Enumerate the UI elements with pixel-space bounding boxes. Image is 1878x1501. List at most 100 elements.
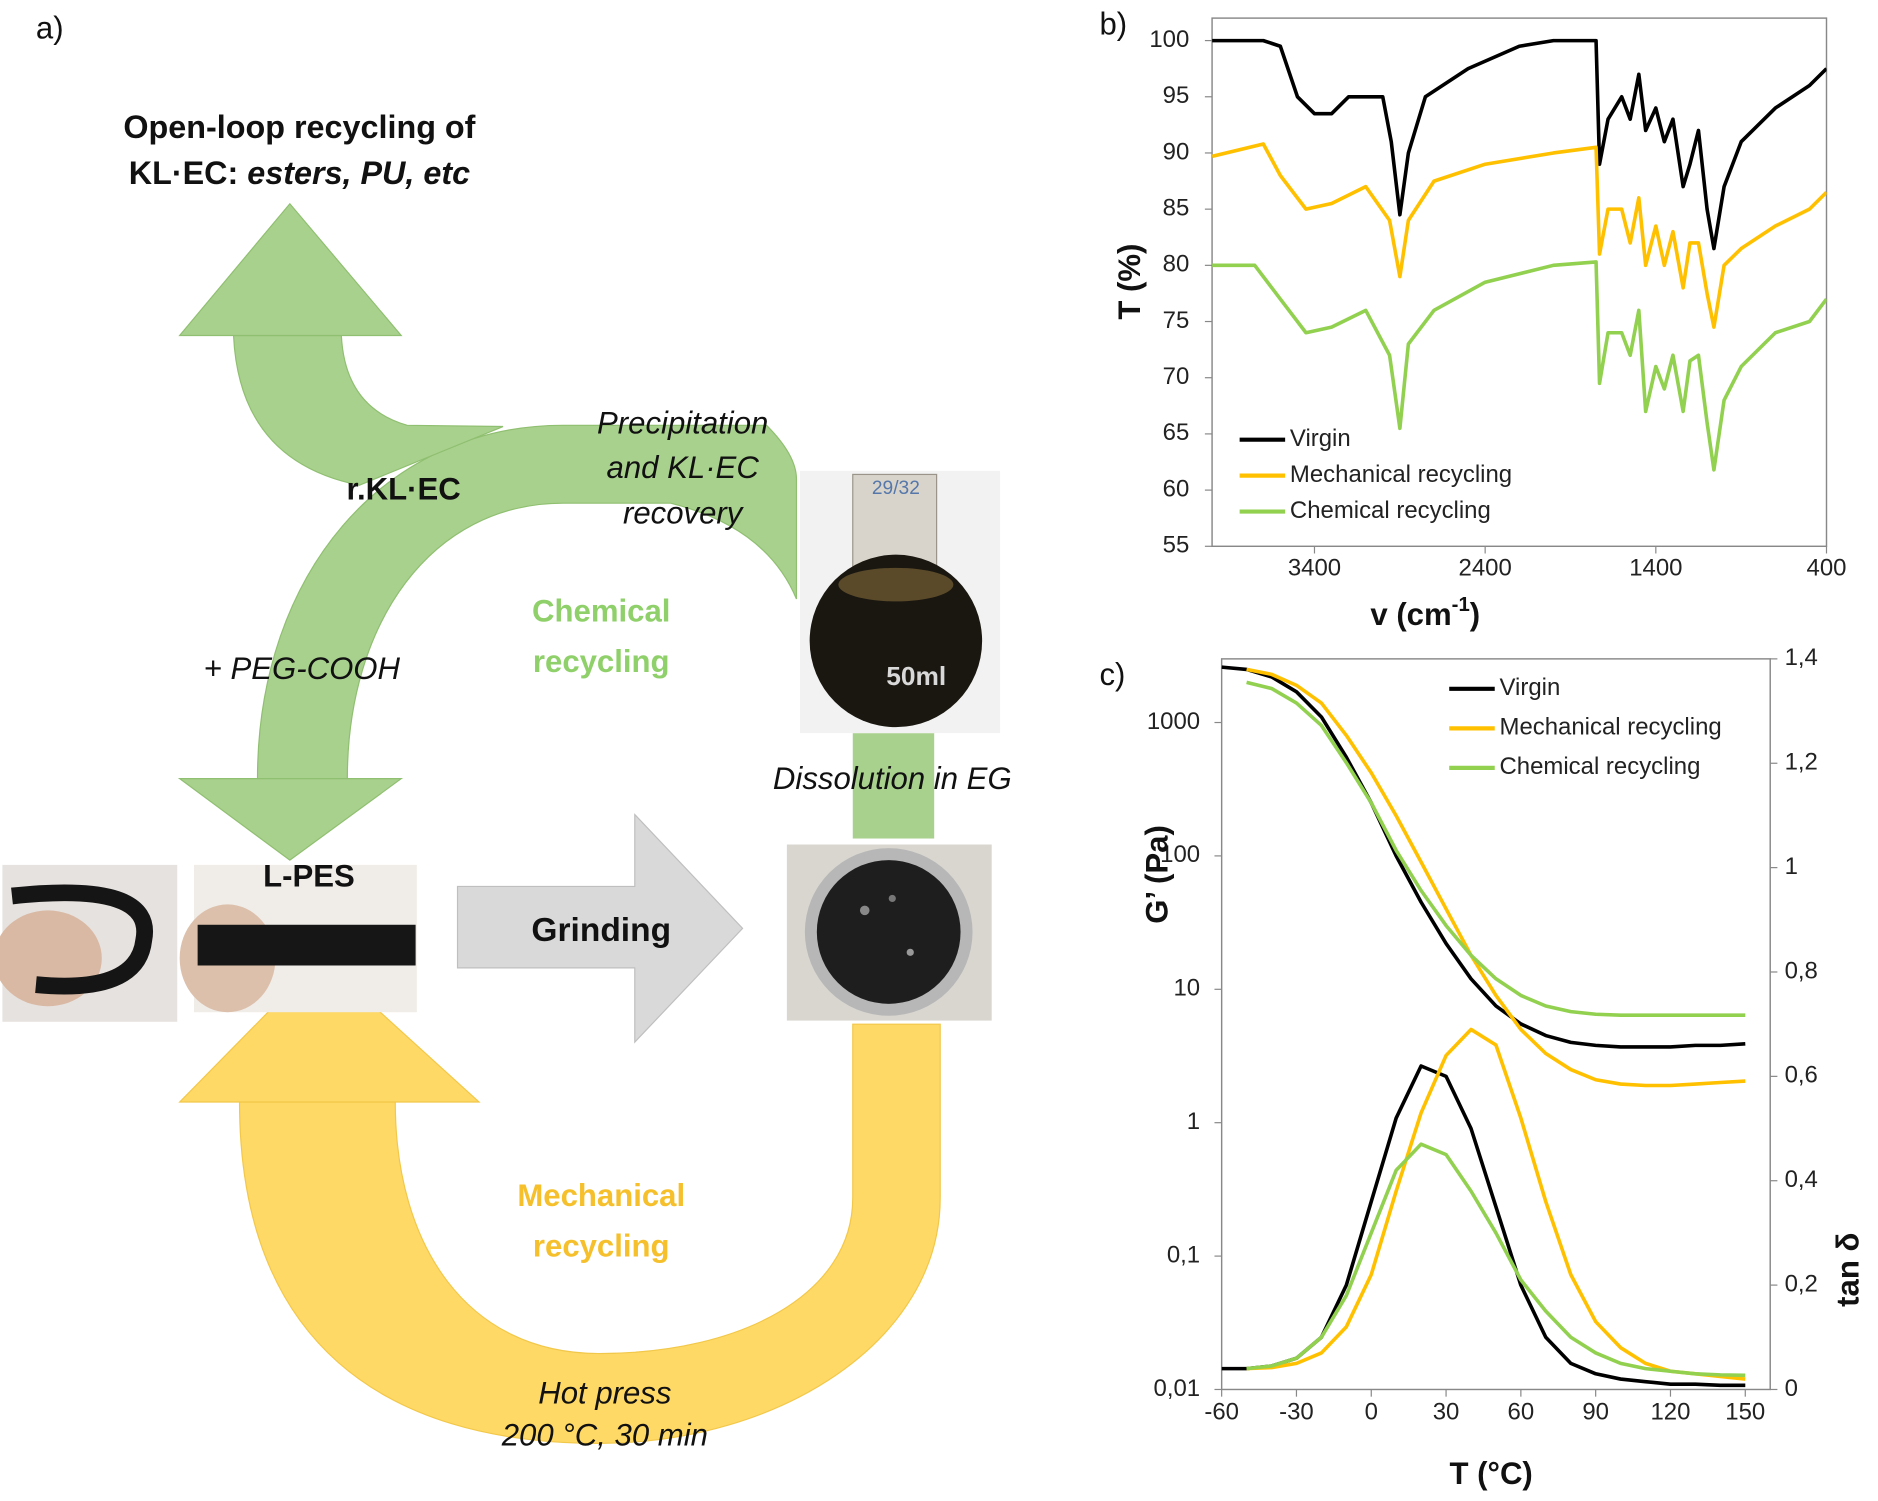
label: Precipitation — [597, 406, 768, 441]
yellow-arrowhead — [178, 957, 481, 1103]
y2-tick-label: 1 — [1785, 853, 1798, 880]
y-tick-label: 80 — [1163, 251, 1190, 278]
y-tick-label: 85 — [1163, 194, 1190, 221]
x-tick-label: 30 — [1433, 1399, 1460, 1426]
x-tick-label: 0 — [1365, 1399, 1378, 1426]
label: Chemical — [532, 594, 670, 629]
y2-tick-label: 0,8 — [1785, 957, 1818, 984]
x-tick-label: 90 — [1582, 1399, 1609, 1426]
x-tick-label: 150 — [1725, 1399, 1765, 1426]
label: recycling — [533, 1228, 670, 1263]
green-arrow — [256, 424, 798, 780]
y-tick-label: 1 — [1187, 1108, 1200, 1135]
legend-label: Virgin — [1290, 425, 1351, 452]
grey-arrow — [456, 813, 744, 1044]
series-line — [1212, 142, 1827, 329]
x-tick-label: 2400 — [1459, 554, 1512, 581]
title-line: KL·EC: esters, PU, etc — [129, 155, 470, 191]
label: and KL·EC — [607, 450, 760, 485]
y2-axis-title: tan δ — [1831, 1233, 1866, 1307]
y-tick-label: 65 — [1163, 419, 1190, 446]
plot-lines — [1212, 38, 1827, 472]
title-part: KL·EC: — [129, 155, 248, 191]
label: r.KL·EC — [347, 471, 461, 506]
title-line: Open-loop recycling of — [123, 109, 475, 145]
y-tick-label: 60 — [1163, 475, 1190, 502]
series-line — [1221, 665, 1746, 1049]
chart: b) 3400 2400 1400 400 55 60 65 70 75 80 85 90 95 100 v … — [1099, 7, 1846, 632]
series-line — [1212, 260, 1827, 472]
x-tick-label: -60 — [1204, 1399, 1239, 1426]
label: Hot press — [538, 1376, 671, 1411]
y-tick-label: 70 — [1163, 363, 1190, 390]
diagram: 29/32 50ml a) Open-loop recycling of KL·… — [0, 10, 1012, 1453]
x-axis-title-part: -1 — [1452, 594, 1470, 616]
y2-tick-label: 0,4 — [1785, 1166, 1818, 1193]
series-line — [1246, 667, 1746, 1088]
legend-label: Chemical recycling — [1290, 497, 1491, 524]
x-axis-title-part: ) — [1470, 597, 1480, 632]
plot-frame — [1211, 17, 1828, 548]
green-arrowhead-down — [177, 778, 404, 861]
series-line — [1246, 1142, 1746, 1378]
green-link — [852, 733, 935, 839]
panel-label: c) — [1099, 657, 1125, 692]
y-tick-label: 95 — [1163, 82, 1190, 109]
label: Grinding — [531, 912, 671, 949]
series-line — [1221, 1064, 1746, 1388]
plot-frame — [1220, 658, 1771, 1391]
y-tick-label: 1000 — [1147, 708, 1200, 735]
x-tick-label: 1400 — [1629, 554, 1682, 581]
y-tick-label: 55 — [1163, 532, 1190, 559]
title-part: esters, PU, etc — [247, 155, 470, 191]
panel-label: a) — [36, 10, 64, 45]
label: Dissolution in EG — [773, 761, 1012, 796]
label: 200 °C, 30 min — [501, 1418, 708, 1453]
plot-lines — [1221, 665, 1746, 1388]
label: L-PES — [263, 858, 355, 893]
photo-bent-sample — [0, 864, 178, 1022]
y-axis-title: G’ (Pa) — [1140, 825, 1175, 924]
y-tick-label: 100 — [1160, 841, 1200, 868]
x-tick-label: 3400 — [1288, 554, 1341, 581]
label: Mechanical — [517, 1178, 685, 1213]
green-arrowhead-up — [178, 202, 403, 337]
x-axis-title: v (cm-1) — [1370, 594, 1480, 632]
flask-label: 29/32 — [872, 478, 920, 499]
y-tick-label: 10 — [1173, 975, 1200, 1002]
y-tick-label: 0,1 — [1167, 1241, 1200, 1268]
y2-tick-label: 0 — [1785, 1375, 1798, 1402]
y2-tick-label: 0,6 — [1785, 1062, 1818, 1089]
x-axis-title-part: v (cm — [1370, 597, 1451, 632]
x-tick-label: 120 — [1650, 1399, 1690, 1426]
photo-ground-sample — [786, 844, 992, 1021]
label: + PEG-COOH — [204, 651, 401, 686]
photo-flask: 29/32 50ml — [800, 470, 1001, 734]
legend-label: Chemical recycling — [1500, 753, 1701, 780]
x-axis-title: T (°C) — [1449, 1456, 1532, 1491]
legend-label: Mechanical recycling — [1290, 461, 1512, 488]
label: recovery — [623, 495, 745, 530]
y-tick-label: 75 — [1163, 307, 1190, 334]
y-tick-label: 0,01 — [1154, 1375, 1201, 1402]
panel-label: b) — [1099, 7, 1127, 42]
x-tick-label: 60 — [1508, 1399, 1535, 1426]
label: recycling — [533, 644, 670, 679]
flask-label: 50ml — [886, 661, 946, 691]
y-tick-label: 90 — [1163, 138, 1190, 165]
green-branch — [232, 334, 504, 486]
y2-tick-label: 0,2 — [1785, 1270, 1818, 1297]
x-tick-label: -30 — [1279, 1399, 1314, 1426]
y-axis-title: T (%) — [1112, 244, 1147, 320]
yellow-arrow — [238, 1023, 941, 1444]
y2-tick-label: 1,2 — [1785, 749, 1818, 776]
legend-label: Virgin — [1500, 674, 1561, 701]
y2-tick-label: 1,4 — [1785, 644, 1818, 671]
series-line — [1246, 680, 1746, 1017]
y-tick-label: 100 — [1149, 26, 1189, 53]
legend-label: Mechanical recycling — [1500, 714, 1722, 741]
chart: c) -60 -30 0 30 60 90 120 150 0,01 0,1 1 10 100 1000 0 0… — [1099, 644, 1865, 1491]
series-line — [1212, 38, 1827, 251]
photo-strip-sample — [179, 864, 417, 1013]
